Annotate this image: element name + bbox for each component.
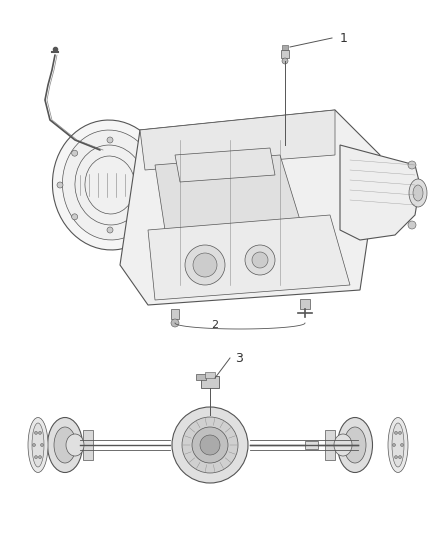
- Circle shape: [32, 443, 35, 447]
- Circle shape: [142, 214, 148, 220]
- Text: 1: 1: [340, 31, 348, 44]
- Circle shape: [39, 431, 42, 434]
- Circle shape: [172, 407, 248, 483]
- Bar: [171, 309, 179, 319]
- Ellipse shape: [63, 130, 158, 240]
- Polygon shape: [140, 110, 335, 170]
- Circle shape: [185, 245, 225, 285]
- Polygon shape: [148, 215, 350, 300]
- Polygon shape: [175, 148, 275, 182]
- Ellipse shape: [409, 179, 427, 207]
- Polygon shape: [120, 110, 380, 305]
- Circle shape: [399, 431, 402, 434]
- Bar: [205, 372, 215, 378]
- Circle shape: [282, 58, 288, 64]
- Circle shape: [39, 456, 42, 458]
- Circle shape: [245, 245, 275, 275]
- Ellipse shape: [392, 423, 404, 467]
- Polygon shape: [340, 145, 420, 240]
- Bar: [325, 430, 335, 460]
- Circle shape: [395, 456, 398, 458]
- Circle shape: [392, 443, 396, 447]
- Bar: [196, 374, 206, 380]
- Circle shape: [399, 456, 402, 458]
- Circle shape: [107, 137, 113, 143]
- Circle shape: [192, 427, 228, 463]
- Ellipse shape: [28, 417, 48, 472]
- Circle shape: [395, 431, 398, 434]
- Bar: [282, 45, 288, 50]
- Circle shape: [182, 417, 238, 473]
- Circle shape: [35, 431, 38, 434]
- Circle shape: [193, 253, 217, 277]
- Bar: [83, 430, 93, 460]
- Ellipse shape: [344, 427, 366, 463]
- Bar: [281, 50, 289, 58]
- Circle shape: [40, 443, 43, 447]
- Ellipse shape: [388, 417, 408, 472]
- Ellipse shape: [54, 427, 76, 463]
- Ellipse shape: [334, 434, 352, 456]
- Circle shape: [200, 435, 220, 455]
- Ellipse shape: [413, 185, 423, 201]
- Ellipse shape: [32, 423, 44, 467]
- Circle shape: [72, 214, 78, 220]
- Ellipse shape: [47, 417, 82, 472]
- Circle shape: [252, 252, 268, 268]
- Text: 2: 2: [212, 320, 219, 330]
- Circle shape: [408, 161, 416, 169]
- Circle shape: [57, 182, 63, 188]
- Circle shape: [157, 182, 163, 188]
- Circle shape: [400, 443, 403, 447]
- Circle shape: [107, 227, 113, 233]
- Bar: [300, 299, 310, 309]
- Circle shape: [35, 456, 38, 458]
- Bar: [305, 441, 318, 449]
- Ellipse shape: [338, 417, 372, 472]
- Polygon shape: [155, 155, 300, 230]
- Ellipse shape: [53, 120, 168, 250]
- Circle shape: [72, 150, 78, 156]
- Circle shape: [142, 150, 148, 156]
- Ellipse shape: [66, 434, 84, 456]
- Bar: [201, 376, 219, 388]
- Circle shape: [408, 221, 416, 229]
- Text: 3: 3: [235, 351, 243, 365]
- Circle shape: [171, 319, 179, 327]
